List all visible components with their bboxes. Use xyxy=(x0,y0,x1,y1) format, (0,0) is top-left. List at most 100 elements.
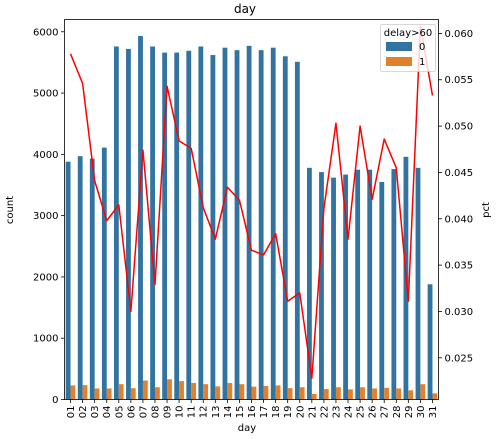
bar-series-0-day-03 xyxy=(89,158,95,400)
bar-series-1-day-22 xyxy=(323,389,329,400)
x-tick-label-01: 01 xyxy=(66,406,77,419)
bar-series-0-day-14 xyxy=(222,47,228,400)
bar-series-1-day-21 xyxy=(311,393,317,400)
bar-series-1-day-14 xyxy=(227,382,233,400)
bar-series-0-day-21 xyxy=(306,167,312,400)
bar-series-0-day-19 xyxy=(282,56,288,400)
y-tick-label: 4000 xyxy=(33,150,58,161)
x-tick-label-28: 28 xyxy=(392,406,403,419)
x-tick-label-24: 24 xyxy=(344,406,355,419)
legend-label-series-1: 1 xyxy=(419,57,425,68)
bars xyxy=(65,36,438,400)
bar-series-1-day-09 xyxy=(167,379,172,400)
bar-series-0-day-07 xyxy=(138,36,143,400)
y2-tick-label: 0.035 xyxy=(445,261,474,272)
bar-series-1-day-23 xyxy=(335,387,341,400)
pct-line-layer xyxy=(69,25,434,379)
bar-series-0-day-01 xyxy=(65,161,71,400)
y-tick-label: 1000 xyxy=(33,334,58,345)
y-tick-label: 6000 xyxy=(33,27,58,38)
x-tick-label-21: 21 xyxy=(307,406,318,419)
x-tick-label-25: 25 xyxy=(356,406,367,419)
x-tick-label-30: 30 xyxy=(416,406,427,419)
legend-swatch-series-1 xyxy=(386,57,412,66)
bar-series-1-day-01 xyxy=(70,385,76,400)
y2-tick-label: 0.030 xyxy=(445,307,474,318)
x-tick-label-27: 27 xyxy=(380,406,391,419)
x-axis-label: day xyxy=(238,423,256,434)
bar-series-0-day-22 xyxy=(319,172,324,400)
bar-series-0-day-31 xyxy=(427,284,433,400)
bar-series-1-day-02 xyxy=(82,385,88,400)
x-tick-label-15: 15 xyxy=(235,406,246,419)
bar-series-0-day-04 xyxy=(101,147,107,400)
y-tick-label: 2000 xyxy=(33,272,58,283)
legend-title: delay>60 xyxy=(384,28,432,39)
x-tick-label-11: 11 xyxy=(187,406,198,419)
x-tick-label-18: 18 xyxy=(271,406,282,419)
y2-tick-label: 0.045 xyxy=(445,168,474,179)
x-tick-label-17: 17 xyxy=(259,406,270,419)
bar-series-0-day-11 xyxy=(186,50,192,400)
bar-series-1-day-05 xyxy=(118,384,124,400)
y2-tick-label: 0.040 xyxy=(445,214,474,225)
bar-series-1-day-12 xyxy=(203,384,209,400)
bar-series-1-day-26 xyxy=(372,388,377,400)
bar-series-0-day-08 xyxy=(150,46,155,400)
bar-series-1-day-27 xyxy=(384,387,390,400)
x-tick-label-02: 02 xyxy=(78,406,89,419)
bar-series-1-day-29 xyxy=(408,390,414,400)
bar-series-1-day-16 xyxy=(251,386,257,400)
bar-series-0-day-17 xyxy=(258,50,264,400)
bar-series-1-day-17 xyxy=(263,386,269,400)
y2-axis-label: pct xyxy=(481,202,492,218)
bar-series-1-day-30 xyxy=(420,384,426,400)
bar-series-1-day-25 xyxy=(360,387,365,400)
bar-series-1-day-11 xyxy=(191,382,197,400)
bar-series-1-day-04 xyxy=(106,388,112,400)
y-axis-left: 0 1000 2000 3000 4000 5000 6000 xyxy=(33,27,65,406)
bar-series-1-day-06 xyxy=(130,388,136,400)
bar-series-0-day-20 xyxy=(294,61,300,400)
x-tick-label-07: 07 xyxy=(138,406,149,419)
bar-series-1-day-10 xyxy=(179,381,184,400)
x-tick-label-05: 05 xyxy=(114,406,125,419)
bar-series-0-day-10 xyxy=(174,52,180,400)
legend: delay>60 0 1 xyxy=(380,24,436,72)
bar-series-0-day-24 xyxy=(343,174,349,400)
x-tick-label-13: 13 xyxy=(211,406,222,419)
bar-series-1-day-20 xyxy=(299,387,305,400)
x-tick-label-14: 14 xyxy=(223,406,234,419)
bar-series-1-day-08 xyxy=(154,387,160,400)
bar-series-1-day-18 xyxy=(275,385,281,400)
y-axis-label: count xyxy=(5,196,16,224)
x-tick-label-06: 06 xyxy=(126,406,137,419)
bar-series-1-day-31 xyxy=(432,393,438,400)
bar-series-0-day-05 xyxy=(113,46,119,400)
bar-series-0-day-15 xyxy=(234,50,240,400)
bar-series-0-day-23 xyxy=(331,177,336,400)
bar-series-0-day-30 xyxy=(415,167,421,400)
bar-series-0-day-27 xyxy=(379,181,385,400)
bar-series-1-day-07 xyxy=(142,380,148,400)
bar-series-0-day-18 xyxy=(270,47,276,400)
x-tick-label-23: 23 xyxy=(331,406,342,419)
bar-series-1-day-24 xyxy=(348,389,353,400)
x-tick-label-26: 26 xyxy=(368,406,379,419)
bar-series-0-day-25 xyxy=(355,169,361,400)
x-tick-label-29: 29 xyxy=(404,406,415,419)
bar-series-0-day-12 xyxy=(198,46,204,400)
x-tick-label-03: 03 xyxy=(90,406,101,419)
bar-series-0-day-06 xyxy=(126,48,131,400)
y-tick-label: 5000 xyxy=(33,89,58,100)
y2-tick-label: 0.055 xyxy=(445,75,474,86)
bar-series-1-day-03 xyxy=(94,388,100,400)
bar-series-1-day-13 xyxy=(215,386,221,400)
x-tick-label-22: 22 xyxy=(319,406,330,419)
bar-series-0-day-26 xyxy=(367,169,373,400)
chart-title: day xyxy=(234,2,256,16)
bar-series-0-day-16 xyxy=(246,45,252,400)
x-tick-label-08: 08 xyxy=(150,406,161,419)
x-axis: 01 02 03 04 05 06 07 08 09 10 11 12 13 14 15 16 17 18 19 20… xyxy=(66,399,439,419)
